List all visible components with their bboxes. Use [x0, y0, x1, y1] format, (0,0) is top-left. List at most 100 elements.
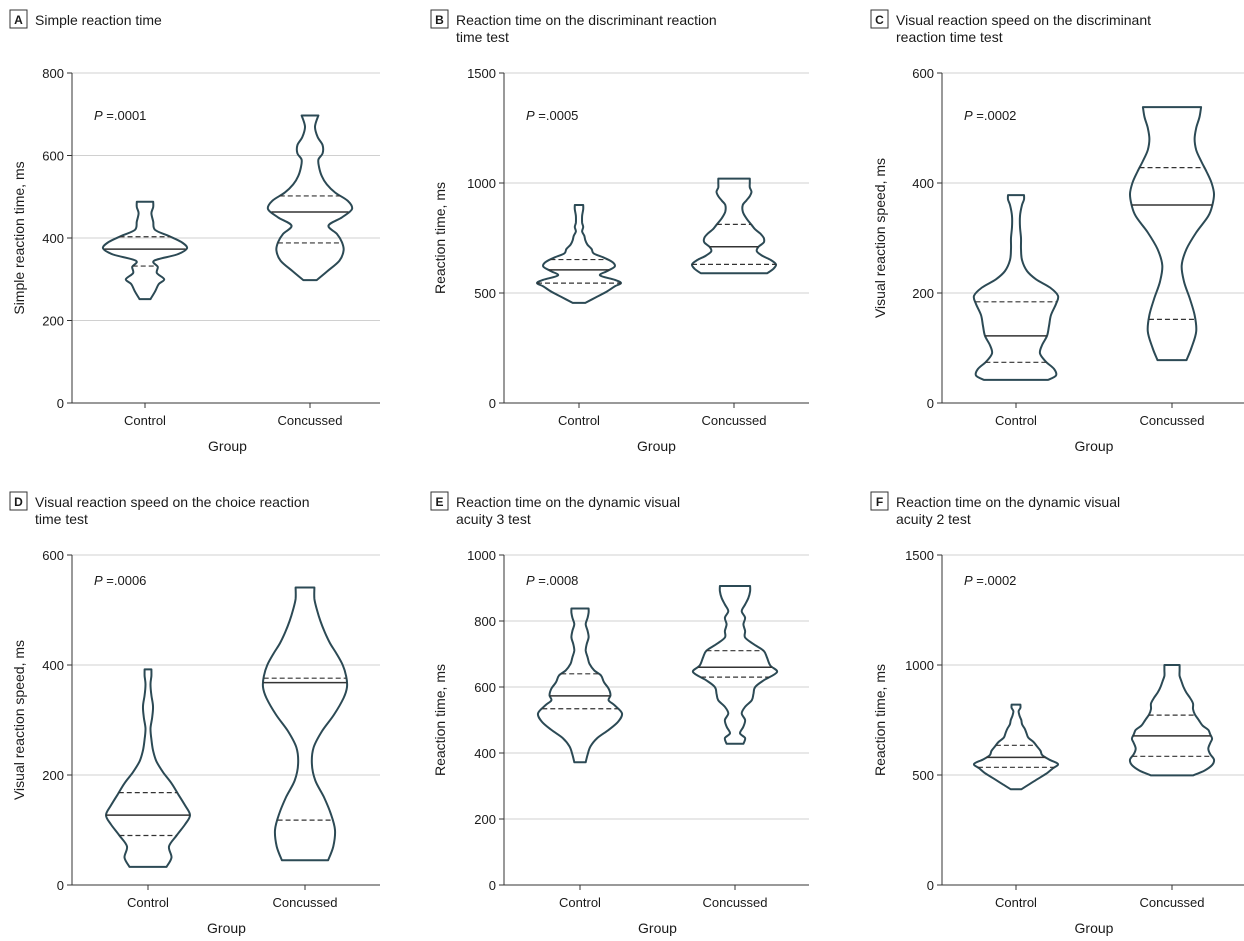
x-tick-label: Concussed	[701, 413, 766, 428]
x-axis-label: Group	[1075, 438, 1114, 454]
p-value-symbol: P	[94, 573, 103, 588]
chart-title-line: Simple reaction time	[35, 12, 162, 28]
p-value-number: =.0006	[103, 573, 147, 588]
chart-title-line: acuity 2 test	[896, 511, 971, 527]
chart-title-line: reaction time test	[896, 29, 1003, 45]
y-tick-label: 0	[57, 396, 64, 411]
chart-panel-e: E Reaction time on the dynamic visualacui…	[430, 491, 809, 936]
panel-letter-box	[870, 491, 889, 511]
violin-control	[101, 200, 189, 301]
y-tick-label: 600	[912, 66, 934, 81]
chart-panel-c: C Visual reaction speed on the discrimina…	[870, 9, 1244, 454]
violin-control	[972, 194, 1060, 381]
panel-letter-box	[870, 9, 889, 29]
y-axis-label: Reaction time, ms	[432, 664, 448, 776]
chart-title-line: Visual reaction speed on the discriminan…	[896, 12, 1151, 28]
p-value-number: =.0002	[973, 573, 1017, 588]
chart-panel-d: D Visual reaction speed on the choice rea…	[9, 491, 380, 936]
panel-letter-box	[9, 9, 28, 29]
p-value-number: =.0001	[103, 108, 147, 123]
p-value-number: =.0008	[535, 573, 579, 588]
x-tick-label: Concussed	[1139, 413, 1204, 428]
panel-letter: D	[14, 495, 23, 509]
x-tick-label: Control	[995, 895, 1037, 910]
p-value-symbol: P	[964, 108, 973, 123]
chart-title-line: Reaction time on the discriminant reacti…	[456, 12, 717, 28]
y-tick-label: 800	[42, 66, 64, 81]
panel-letter: C	[875, 13, 884, 27]
chart-panel-f: F Reaction time on the dynamic visualacui…	[870, 491, 1244, 936]
x-axis-label: Group	[207, 920, 246, 936]
panel-letter-box	[430, 491, 449, 511]
y-tick-label: 1500	[905, 548, 934, 563]
y-tick-label: 0	[927, 396, 934, 411]
violin-concussed	[266, 114, 354, 282]
p-value-symbol: P	[526, 573, 535, 588]
p-value-annotation: P =.0002	[964, 108, 1016, 123]
p-value-annotation: P =.0006	[94, 573, 146, 588]
violin-control	[536, 204, 622, 304]
p-value-symbol: P	[526, 108, 535, 123]
panel-letter-box	[9, 491, 28, 511]
x-tick-label: Control	[127, 895, 169, 910]
y-axis-label: Reaction time, ms	[872, 664, 888, 776]
y-tick-label: 0	[489, 878, 496, 893]
y-tick-label: 0	[489, 396, 496, 411]
panel-letter: A	[14, 13, 23, 27]
p-value-annotation: P =.0002	[964, 573, 1016, 588]
chart-panel-a: A Simple reaction time 0 200 400 600 800 Simple…	[9, 9, 380, 454]
violin-control	[972, 703, 1060, 791]
x-axis-label: Group	[1075, 920, 1114, 936]
p-value-number: =.0005	[535, 108, 579, 123]
violin-concussed	[1128, 664, 1216, 777]
x-tick-label: Control	[124, 413, 166, 428]
y-tick-label: 800	[474, 614, 496, 629]
y-axis-label: Visual reaction speed, ms	[11, 640, 27, 800]
y-tick-label: 200	[912, 286, 934, 301]
p-value-number: =.0002	[973, 108, 1017, 123]
y-tick-label: 1500	[467, 66, 496, 81]
violin-concussed	[261, 586, 349, 862]
y-tick-label: 600	[42, 149, 64, 164]
y-tick-label: 200	[42, 314, 64, 329]
y-tick-label: 1000	[467, 548, 496, 563]
p-value-annotation: P =.0005	[526, 108, 578, 123]
y-axis-label: Reaction time, ms	[432, 182, 448, 294]
violin-control	[536, 607, 624, 764]
y-tick-label: 0	[927, 878, 934, 893]
chart-title-line: Reaction time on the dynamic visual	[456, 494, 680, 510]
x-tick-label: Concussed	[702, 895, 767, 910]
y-tick-label: 600	[42, 548, 64, 563]
y-axis-label: Simple reaction time, ms	[11, 161, 27, 314]
violin-concussed	[690, 177, 778, 275]
x-tick-label: Control	[995, 413, 1037, 428]
y-tick-label: 1000	[467, 176, 496, 191]
x-axis-label: Group	[638, 920, 677, 936]
chart-title-line: time test	[456, 29, 509, 45]
panel-letter: B	[435, 13, 444, 27]
y-tick-label: 200	[474, 812, 496, 827]
violin-control	[105, 668, 191, 868]
y-tick-label: 200	[42, 768, 64, 783]
y-tick-label: 1000	[905, 658, 934, 673]
y-tick-label: 400	[474, 746, 496, 761]
chart-title-line: Visual reaction speed on the choice reac…	[35, 494, 309, 510]
y-tick-label: 0	[57, 878, 64, 893]
violin-concussed	[691, 585, 779, 745]
x-tick-label: Control	[558, 413, 600, 428]
violin-concussed	[1128, 106, 1216, 362]
panel-letter: F	[876, 495, 883, 509]
p-value-symbol: P	[94, 108, 103, 123]
x-tick-label: Concussed	[277, 413, 342, 428]
y-tick-label: 400	[42, 231, 64, 246]
chart-title-line: Reaction time on the dynamic visual	[896, 494, 1120, 510]
y-tick-label: 500	[912, 768, 934, 783]
x-tick-label: Control	[559, 895, 601, 910]
panel-letter: E	[435, 495, 443, 509]
chart-panel-b: B Reaction time on the discriminant react…	[430, 9, 809, 454]
y-tick-label: 400	[42, 658, 64, 673]
p-value-annotation: P =.0008	[526, 573, 578, 588]
y-tick-label: 500	[474, 286, 496, 301]
